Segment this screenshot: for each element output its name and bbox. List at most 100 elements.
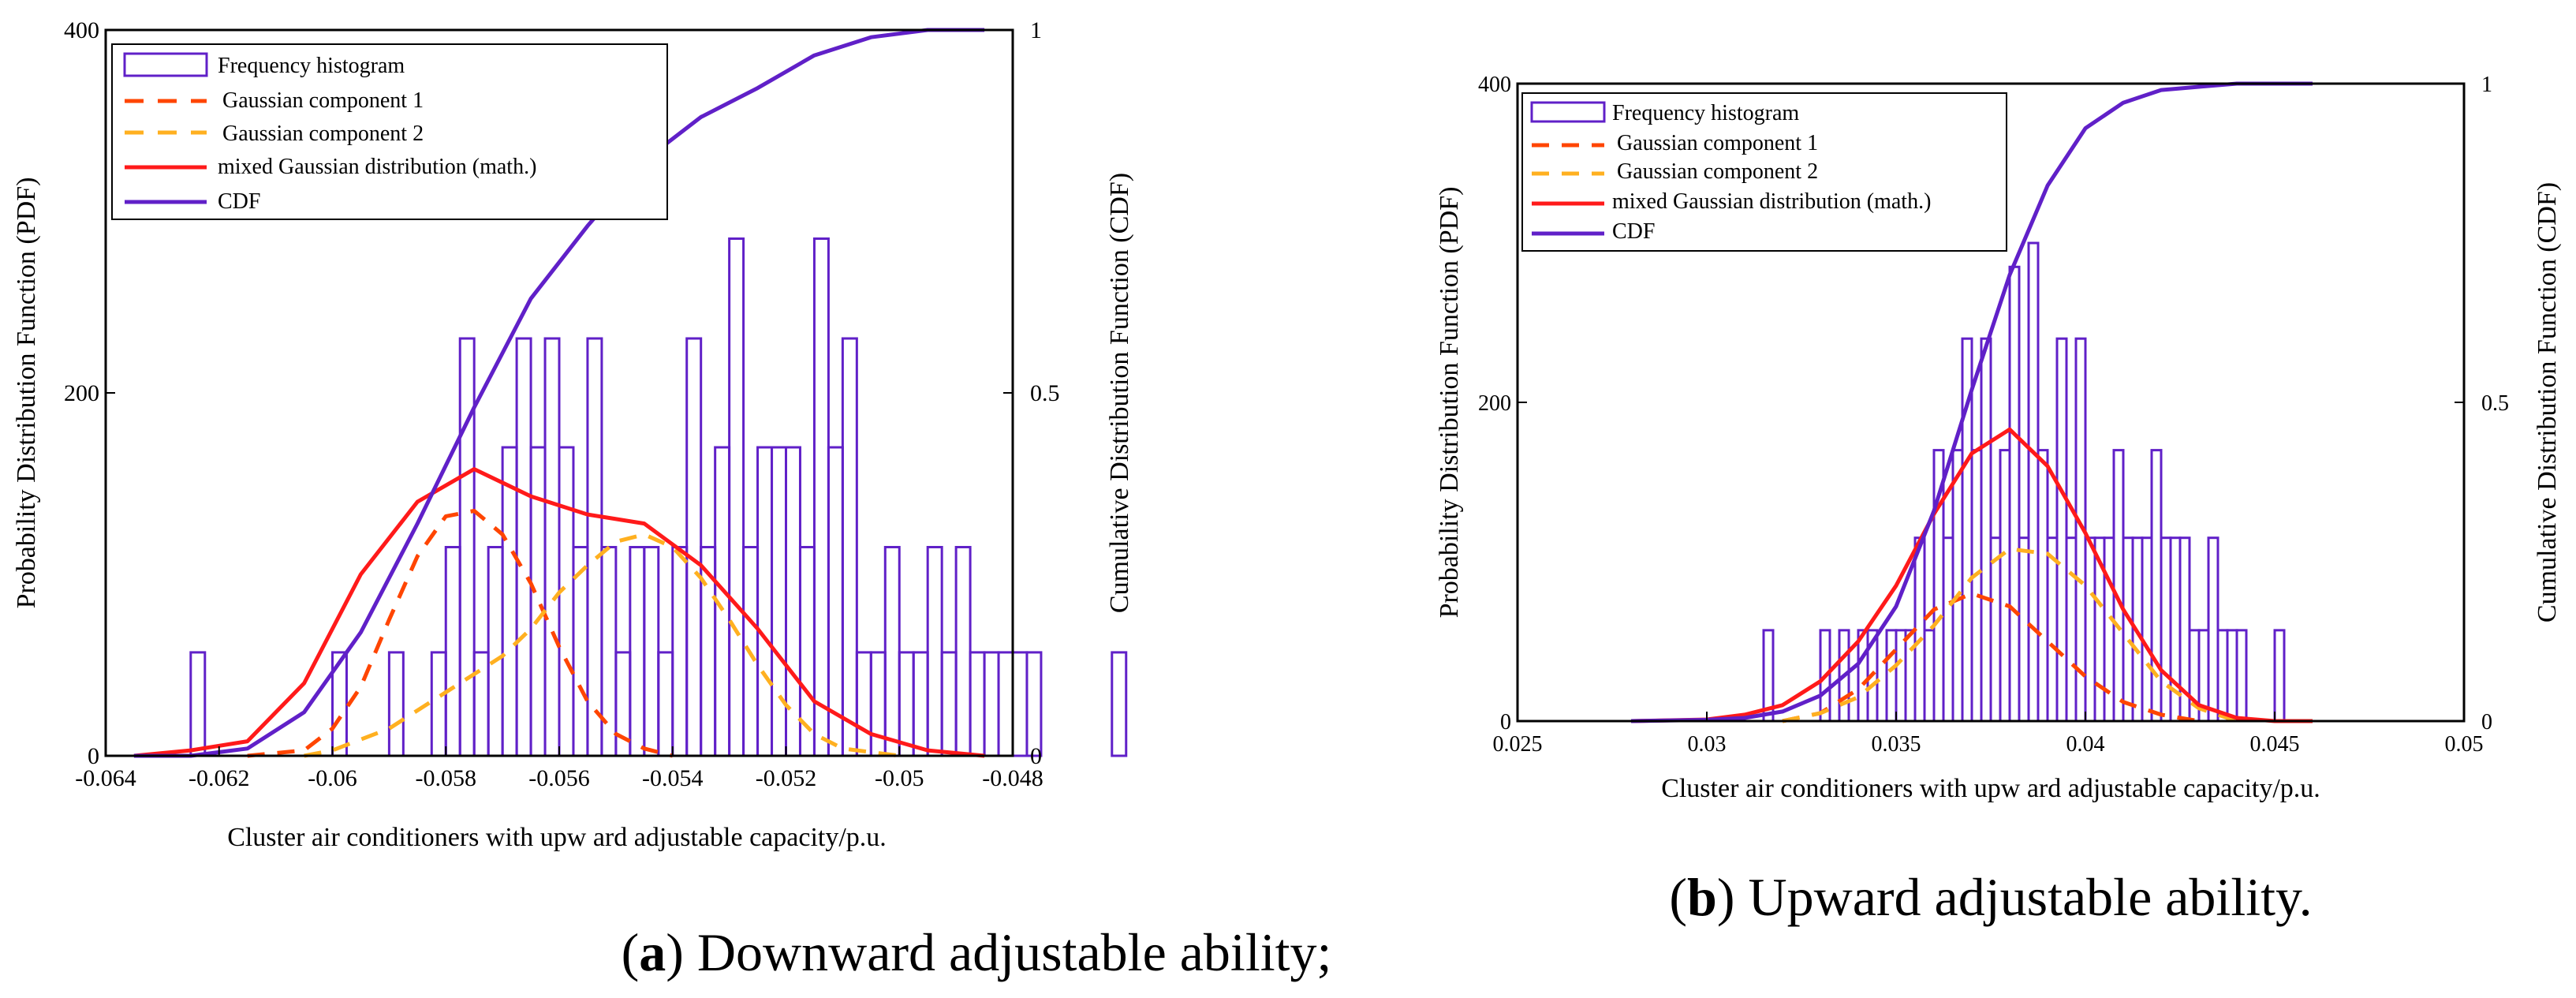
panel-b-hist-bar xyxy=(1942,536,1954,723)
panel-a-hist-bar xyxy=(912,651,929,757)
panel-b-hist-bar xyxy=(2018,536,2030,723)
panel-a-series-gaussian-component-1 xyxy=(247,509,674,758)
panel-b-hist-bar xyxy=(2084,536,2096,723)
panel-b-hist-bar xyxy=(2008,265,2021,723)
panel-a-hist-bar xyxy=(529,446,547,757)
panel-b-hist-bar xyxy=(1923,629,1936,723)
panel-a-hist-bar xyxy=(841,337,858,757)
panel-b-xtick-label: 0.05 xyxy=(2445,732,2484,757)
panel-b-hist-bar xyxy=(2065,536,2078,723)
panel-b-hist-bar xyxy=(1951,449,1964,723)
panel-b-hist-bar xyxy=(1970,449,1983,723)
panel-a-hist-bar xyxy=(869,651,887,757)
panel-a-hist-bar xyxy=(189,651,207,757)
panel-b-hist-bar xyxy=(2037,449,2049,723)
panel-b-ytick-right-label: 0.5 xyxy=(2481,391,2509,416)
caption-b-text: ) Upward adjustable ability. xyxy=(1717,867,2313,927)
panel-a-legend-label-g1: Gaussian component 1 xyxy=(222,88,424,113)
panel-a-ytick-right-label: 0 xyxy=(1030,743,1042,769)
panel-b-hist-bar xyxy=(1980,337,1992,723)
panel-a-ylabel-right: Cumulative Distribution Function (CDF) xyxy=(1105,173,1134,613)
panel-b-hist-bar xyxy=(2112,449,2125,723)
panel-a-series-mixed-gaussian-distribution-math xyxy=(133,467,985,758)
panel-a-xtick-label: -0.058 xyxy=(416,765,477,791)
panel-a-chart: -0.064 -0.062 -0.06 -0.058 -0.056 -0.054 -0.05… xyxy=(12,17,1134,852)
panel-b-hist-bar xyxy=(1857,629,1869,723)
panel-a-hist-bar xyxy=(543,337,561,757)
panel-a-hist-bar xyxy=(629,546,646,757)
panel-a-xtick-label: -0.064 xyxy=(75,765,136,791)
panel-b-legend-label-hist: Frequency histogram xyxy=(1612,101,1799,125)
panel-a-hist-bar xyxy=(671,546,689,757)
panel-a-xtick-label: -0.062 xyxy=(189,765,250,791)
panel-a-hist-bar xyxy=(983,651,1000,757)
panel-b-hist-bar xyxy=(1895,629,1907,723)
panel-b-histogram xyxy=(1762,241,2286,723)
panel-b-lines xyxy=(1630,81,2313,723)
panel-a-xtick-label: -0.06 xyxy=(308,765,357,791)
panel-b-legend-label-cdf: CDF xyxy=(1612,219,1655,244)
caption-b-letter: b xyxy=(1687,867,1717,927)
panel-a-ytick-right-label: 0.5 xyxy=(1030,380,1060,406)
panel-a-legend-label-cdf: CDF xyxy=(218,189,260,214)
panel-a-hist-bar xyxy=(387,651,405,757)
panel-a-hist-bar xyxy=(926,546,943,757)
panel-a-hist-bar xyxy=(812,237,830,757)
panel-a-ytick-left-label: 400 xyxy=(64,17,99,43)
panel-b-hist-bar xyxy=(2027,241,2040,723)
panel-b-xtick-label: 0.035 xyxy=(1872,732,1921,757)
panel-b-hist-bar xyxy=(2207,536,2219,723)
panel-a-hist-bar xyxy=(657,651,674,757)
panel-a-hist-bar xyxy=(954,546,972,757)
panel-b-xtick-label: 0.03 xyxy=(1688,732,1727,757)
panel-b-xtick-label: 0.045 xyxy=(2250,732,2300,757)
panel-b-hist-bar xyxy=(1885,629,1898,723)
panel-b-ytick-left-label: 0 xyxy=(1500,710,1511,734)
panel-a-hist-bar xyxy=(472,651,490,757)
panel-a-hist-bar xyxy=(1025,651,1043,757)
panel-a-hist-bar xyxy=(883,546,901,757)
panel-b-xlabel: Cluster air conditioners with upw ard ad… xyxy=(1661,774,2320,803)
panel-b-chart: 0.025 0.03 0.035 0.04 0.045 0.05020040000.51 … xyxy=(1435,73,2562,803)
panel-b-hist-bar xyxy=(2141,536,2153,723)
panel-a-legend: Frequency histogram Gaussian component 1… xyxy=(111,43,668,220)
panel-a-legend-label-g2: Gaussian component 2 xyxy=(222,121,424,146)
caption-b: (b) Upward adjustable ability. xyxy=(1669,867,2312,927)
panel-a-series-gaussian-component-2 xyxy=(304,532,900,758)
panel-a-hist-bar xyxy=(685,337,703,757)
panel-a-hist-bar xyxy=(756,446,774,757)
panel-a-ticks: -0.064 -0.062 -0.06 -0.058 -0.056 -0.054 -0.05… xyxy=(64,17,1060,791)
caption-a-letter: a xyxy=(639,922,666,982)
panel-a-histogram xyxy=(189,237,1128,757)
panel-a-ytick-left-label: 200 xyxy=(64,380,99,406)
panel-b-series-gaussian-component-1 xyxy=(1782,591,2200,723)
panel-b-hist-bar xyxy=(2273,629,2286,723)
panel-a-hist-bar xyxy=(969,651,986,757)
panel-a-hist-bar xyxy=(444,546,461,757)
panel-a-hist-bar xyxy=(728,237,745,757)
panel-b-series-cdf xyxy=(1630,81,2313,723)
panel-b-ytick-left-label: 200 xyxy=(1478,391,1511,416)
panel-b-ylabel-left: Probability Distribution Function (PDF) xyxy=(1435,187,1464,619)
caption-a-text: ) Downward adjustable ability; xyxy=(666,922,1331,982)
panel-b-legend: Frequency histogram Gaussian component 1… xyxy=(1521,92,2007,252)
caption-a: (a) Downward adjustable ability; xyxy=(622,922,1332,982)
panel-b-legend-label-g1: Gaussian component 1 xyxy=(1617,131,1818,155)
panel-b-hist-bar xyxy=(2226,629,2238,723)
panel-b-hist-bar xyxy=(2160,536,2172,723)
panel-b-hist-bar xyxy=(2150,449,2163,723)
panel-a-xtick-label: -0.052 xyxy=(756,765,817,791)
panel-a-series-cdf xyxy=(133,28,985,758)
panel-a-hist-bar xyxy=(855,651,872,757)
panel-a-hist-bar xyxy=(458,337,476,757)
panel-b-ylabel-right: Cumulative Distribution Function (CDF) xyxy=(2533,182,2562,622)
panel-a-hist-bar xyxy=(430,651,447,757)
panel-a-hist-bar xyxy=(643,546,660,757)
panel-b-legend-hist-swatch xyxy=(1530,101,1606,123)
panel-a-hist-bar xyxy=(487,546,504,757)
panel-b-ytick-left-label: 400 xyxy=(1478,73,1511,97)
panel-a-xtick-label: -0.05 xyxy=(875,765,924,791)
panel-a-xtick-label: -0.054 xyxy=(642,765,704,791)
panel-a-hist-bar xyxy=(997,651,1014,757)
